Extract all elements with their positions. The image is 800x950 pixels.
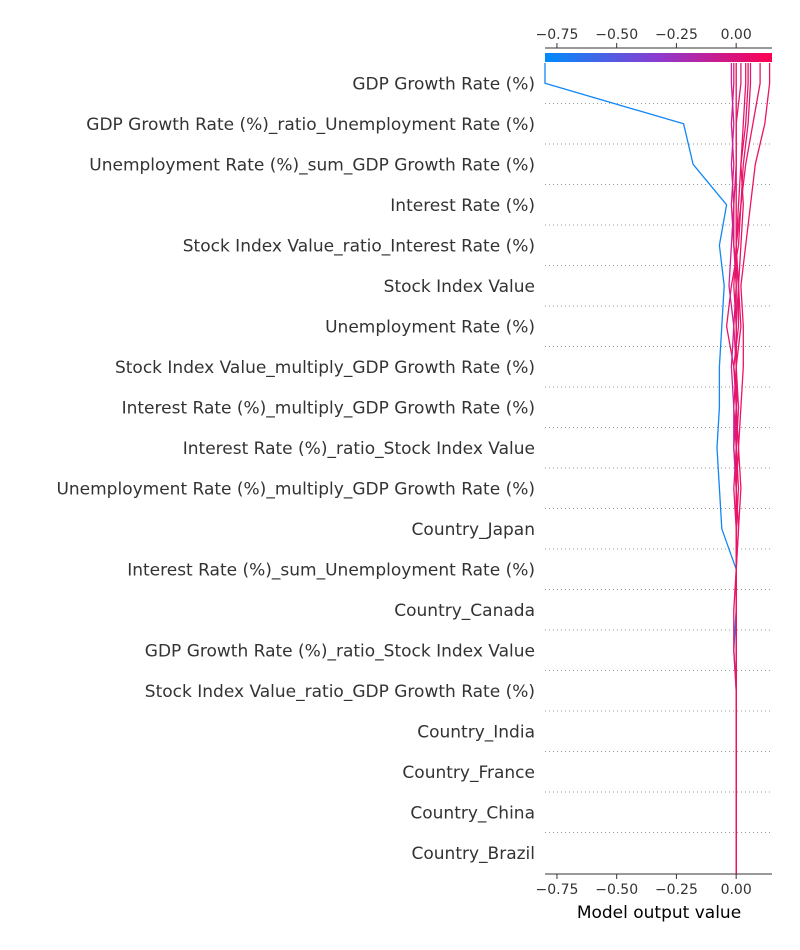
top-tick-label: −0.75 — [535, 27, 578, 43]
feature-label: Stock Index Value — [384, 277, 535, 297]
feature-label: GDP Growth Rate (%)_ratio_Unemployment R… — [86, 115, 535, 135]
feature-label: Unemployment Rate (%)_sum_GDP Growth Rat… — [89, 155, 535, 175]
feature-label: Interest Rate (%)_ratio_Stock Index Valu… — [183, 439, 535, 459]
feature-label: GDP Growth Rate (%) — [352, 74, 535, 94]
feature-label: Country_India — [417, 722, 535, 742]
top-tick-label: −0.50 — [595, 27, 638, 43]
feature-label: Country_Japan — [412, 520, 535, 540]
feature-label: Stock Index Value_ratio_Interest Rate (%… — [183, 236, 535, 256]
feature-label: Unemployment Rate (%) — [325, 317, 535, 337]
feature-label: GDP Growth Rate (%)_ratio_Stock Index Va… — [145, 641, 535, 661]
x-axes: −0.75 −0.75 −0.50 −0.50 −0.25 −0.25 0.00 0.00 — [535, 27, 772, 898]
feature-label: Stock Index Value_ratio_GDP Growth Rate … — [145, 682, 535, 702]
feature-label: Interest Rate (%) — [390, 196, 535, 216]
bottom-tick-label: −0.25 — [655, 882, 698, 898]
top-tick-label: −0.25 — [655, 27, 698, 43]
top-tick-label: 0.00 — [721, 27, 752, 43]
feature-label: Country_Canada — [394, 601, 535, 621]
colorbar — [545, 53, 772, 62]
x-axis-label: Model output value — [577, 903, 741, 923]
feature-label: Interest Rate (%)_multiply_GDP Growth Ra… — [122, 398, 535, 418]
decision-lines — [544, 63, 771, 874]
feature-labels: GDP Growth Rate (%) GDP Growth Rate (%)_r… — [56, 74, 535, 864]
feature-label: Country_China — [410, 803, 535, 823]
feature-label: Country_Brazil — [412, 844, 535, 864]
bottom-tick-label: 0.00 — [721, 882, 752, 898]
feature-label: Unemployment Rate (%)_multiply_GDP Growt… — [56, 479, 535, 499]
decision-line-2 — [725, 63, 761, 874]
bottom-tick-label: −0.75 — [535, 882, 578, 898]
feature-label: Interest Rate (%)_sum_Unemployment Rate … — [127, 560, 535, 580]
bottom-tick-label: −0.50 — [595, 882, 638, 898]
feature-label: Stock Index Value_multiply_GDP Growth Ra… — [115, 358, 535, 378]
feature-label: Country_France — [402, 763, 535, 783]
